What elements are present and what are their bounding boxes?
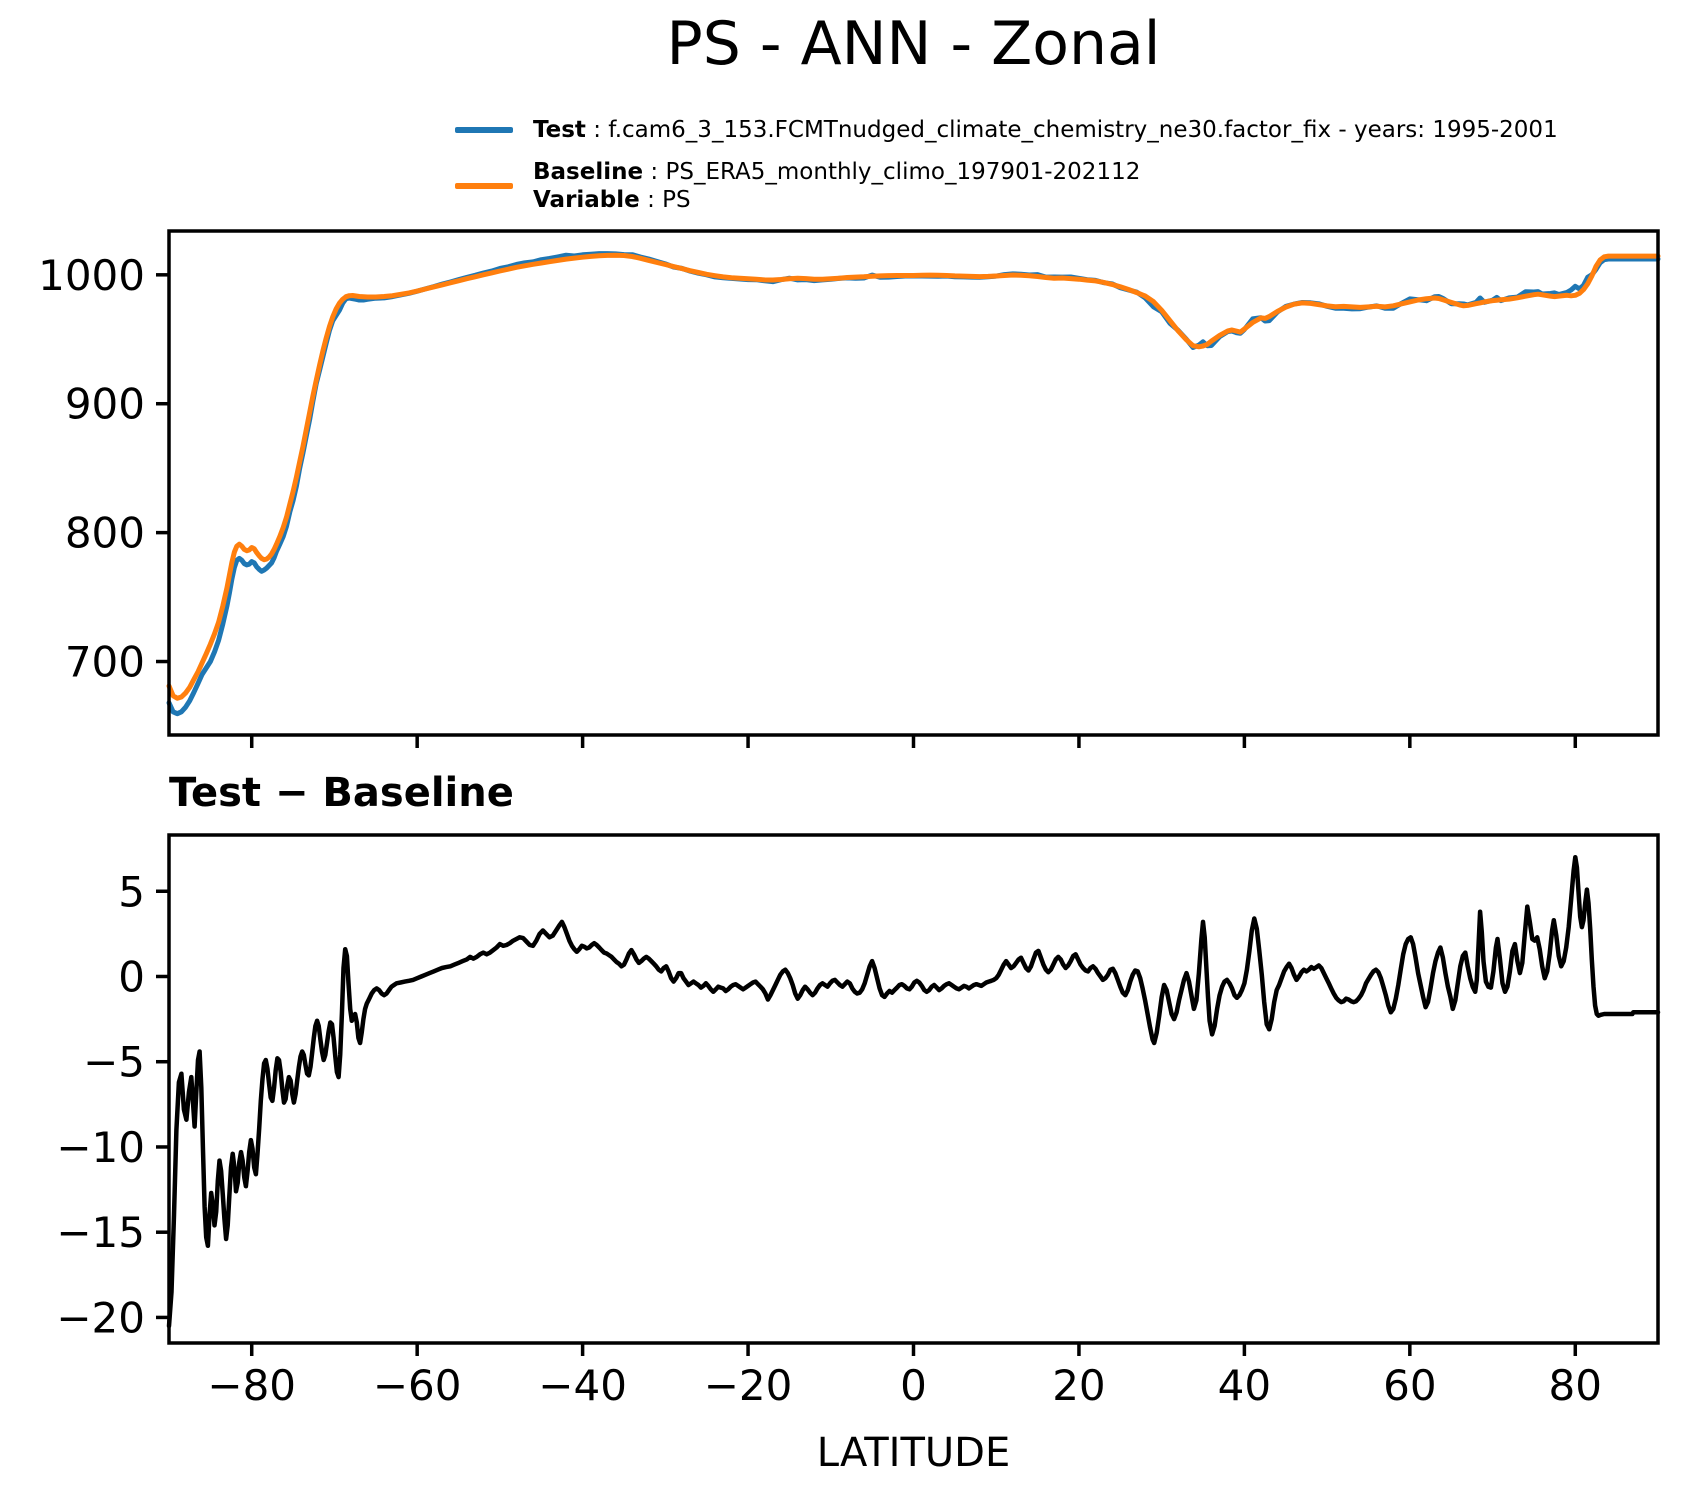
x-tick-label: 60 bbox=[1383, 1361, 1436, 1410]
legend-variable-text: Variable : PS bbox=[533, 186, 1140, 214]
legend-test-label: Test bbox=[533, 117, 586, 143]
legend: Test : f.cam6_3_153.FCMTnudged_climate_c… bbox=[455, 114, 1558, 214]
legend-variable-label: Variable bbox=[533, 187, 640, 213]
legend-baseline-text: Baseline : PS_ERA5_monthly_climo_197901-… bbox=[533, 158, 1140, 186]
y-tick-label: −5 bbox=[83, 1038, 145, 1087]
diff-line bbox=[166, 854, 1661, 1329]
x-tick-label: 0 bbox=[900, 1361, 927, 1410]
y-tick-label: 0 bbox=[118, 952, 145, 1001]
plot-frame bbox=[167, 833, 1660, 1345]
plot-zonal-mean: 700 800 900 1000 bbox=[38, 229, 1661, 748]
legend-variable-separator: : bbox=[639, 187, 663, 213]
test-line bbox=[166, 251, 1661, 717]
legend-baseline-value: PS_ERA5_monthly_climo_197901-202112 bbox=[665, 159, 1141, 185]
x-tick-label: 80 bbox=[1549, 1361, 1602, 1410]
x-tick-label: −80 bbox=[207, 1361, 296, 1410]
y-tick-label: 800 bbox=[65, 509, 145, 558]
x-tick-label: 40 bbox=[1218, 1361, 1271, 1410]
plot-frame bbox=[167, 229, 1660, 737]
x-tick-label: −20 bbox=[704, 1361, 793, 1410]
legend-row-baseline: Baseline : PS_ERA5_monthly_climo_197901-… bbox=[455, 158, 1558, 214]
legend-test-text: Test : f.cam6_3_153.FCMTnudged_climate_c… bbox=[533, 117, 1558, 143]
x-axis-label: LATITUDE bbox=[816, 1430, 1011, 1476]
y-tick-label: −15 bbox=[56, 1208, 145, 1257]
baseline-line-swatch bbox=[455, 183, 513, 189]
legend-test-value: f.cam6_3_153.FCMTnudged_climate_chemistr… bbox=[608, 117, 1558, 143]
legend-row-test: Test : f.cam6_3_153.FCMTnudged_climate_c… bbox=[455, 114, 1558, 146]
legend-test-separator: : bbox=[585, 117, 609, 143]
y-tick-label: 900 bbox=[65, 380, 145, 429]
y-tick-label: 1000 bbox=[38, 251, 145, 300]
legend-baseline-label: Baseline bbox=[533, 159, 644, 185]
baseline-line bbox=[166, 252, 1661, 701]
y-tick-label: 700 bbox=[65, 638, 145, 687]
page-title: PS - ANN - Zonal bbox=[666, 9, 1161, 79]
test-line-swatch bbox=[455, 127, 513, 133]
x-tick-label: 20 bbox=[1052, 1361, 1105, 1410]
x-tick-label: −40 bbox=[538, 1361, 627, 1410]
x-tick-label: −60 bbox=[373, 1361, 462, 1410]
legend-variable-value: PS bbox=[662, 187, 691, 213]
y-tick-label: −10 bbox=[56, 1123, 145, 1172]
legend-baseline-block: Baseline : PS_ERA5_monthly_climo_197901-… bbox=[533, 158, 1140, 214]
diff-panel-title: Test − Baseline bbox=[169, 770, 514, 816]
y-tick-label: −20 bbox=[56, 1293, 145, 1342]
y-tick-label: 5 bbox=[118, 867, 145, 916]
legend-baseline-separator: : bbox=[643, 159, 666, 185]
plot-difference: −80 −60 −40 −20 0 20 40 60 80 5 0 −5 −10 −15 −20 bbox=[56, 833, 1661, 1410]
